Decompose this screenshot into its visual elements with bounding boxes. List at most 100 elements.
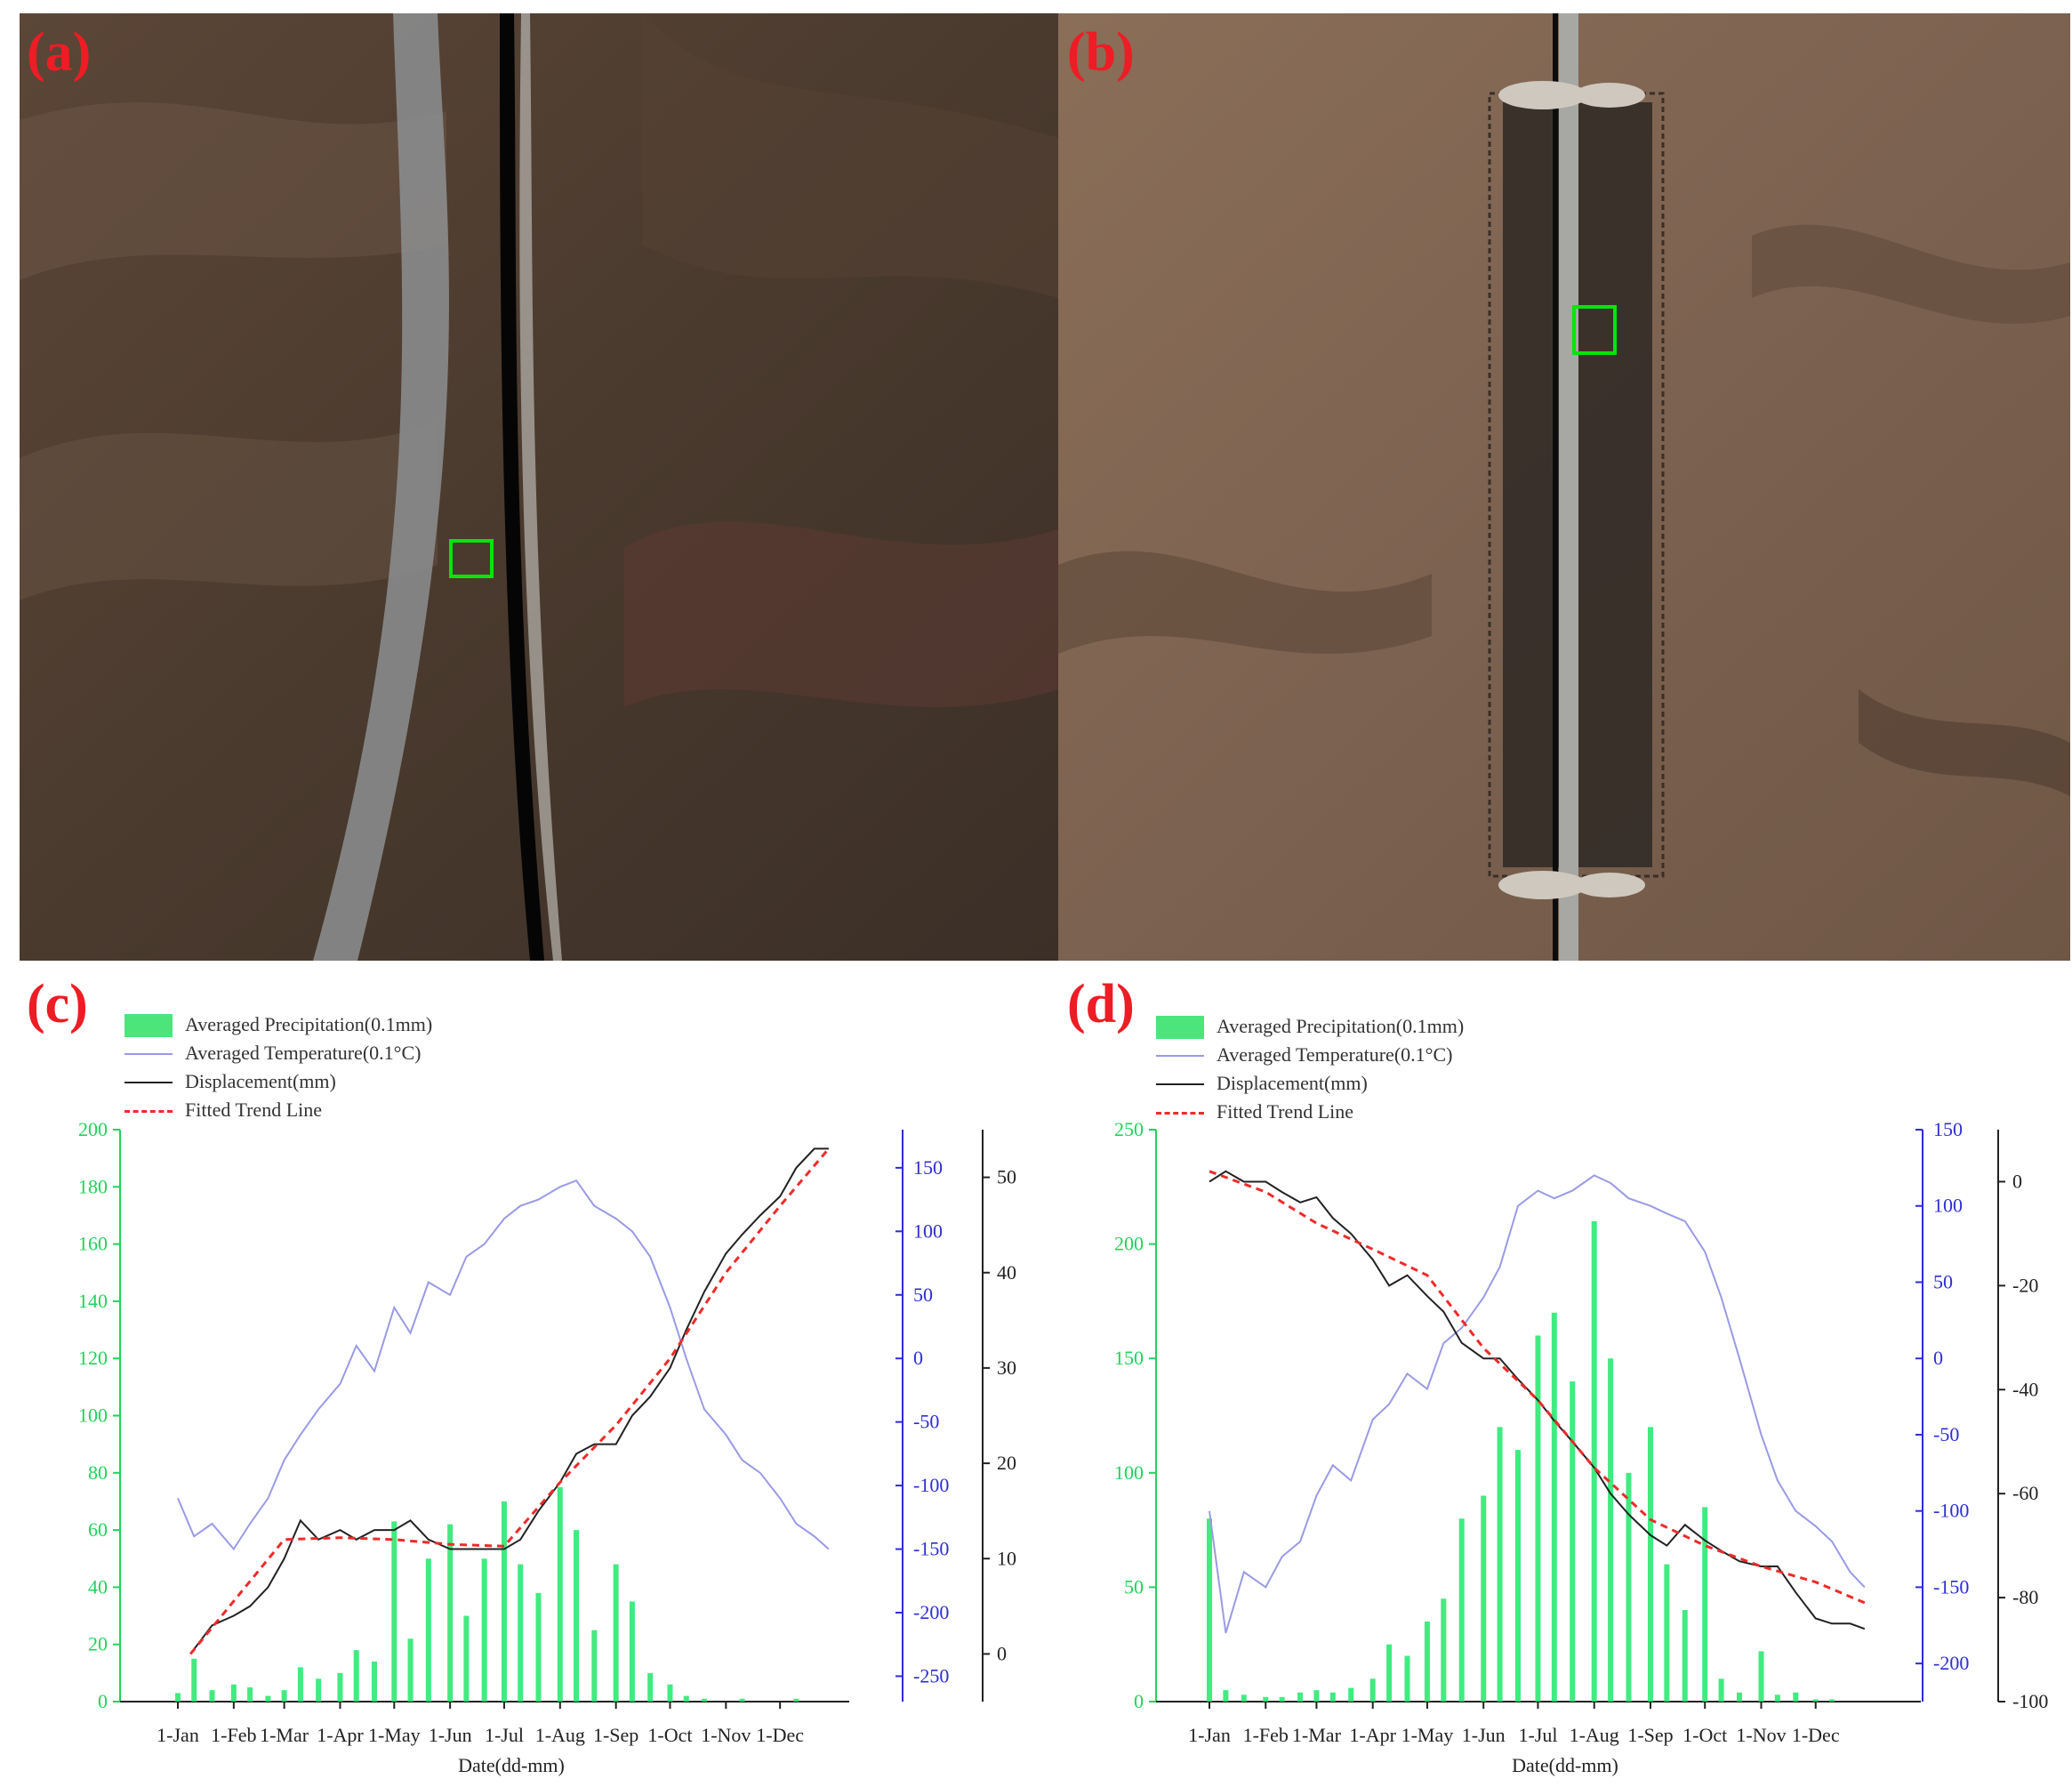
precipitation-bar [793,1698,799,1702]
precipitation-bar [353,1650,359,1702]
temp-tick-label: -50 [1933,1423,1959,1445]
precipitation-bar [281,1690,287,1702]
precipitation-bar [501,1501,507,1702]
x-tick-label: 1-Jul [1518,1724,1557,1746]
satellite-image-b-drawing [1058,13,2070,961]
x-tick-label: 1-Nov [701,1724,751,1746]
precipitation-bar [1223,1690,1229,1702]
precipitation-bar [463,1615,470,1702]
legend-item-temperature: Averaged Temperature(0.1°C) [124,1039,432,1067]
precip-tick-label: 40 [88,1575,108,1598]
precipitation-bar [337,1672,343,1702]
precipitation-bar [1514,1450,1521,1702]
precipitation-bar [1241,1694,1247,1702]
precipitation-bar [1737,1692,1742,1702]
x-tick-label: 1-Nov [1736,1724,1786,1746]
panel-label-d: (d) [1067,974,1135,1034]
temp-tick-label: -200 [913,1601,949,1623]
precip-tick-label: 60 [88,1518,108,1541]
temp-tick-label: 0 [1933,1347,1943,1369]
temp-tick-label: 150 [913,1156,943,1179]
precipitation-bar [1793,1692,1799,1702]
precip-tick-label: 20 [88,1633,108,1655]
selected-region-marker-b [1572,305,1617,355]
disp-tick-label: -100 [2012,1690,2048,1712]
x-tick-label: 1-Mar [260,1724,309,1746]
precipitation-bar [1647,1427,1653,1702]
precipitation-bar [316,1678,322,1702]
x-tick-label: 1-Dec [756,1724,804,1746]
precipitation-bar [1812,1699,1819,1702]
legend-item-trend: Fitted Trend Line [1156,1098,1464,1126]
legend-item-displacement: Displacement(mm) [1156,1069,1464,1098]
x-tick-label: 1-Jan [1188,1724,1231,1746]
temp-tick-label: -150 [913,1538,949,1560]
legend-item-displacement: Displacement(mm) [124,1067,432,1096]
precip-tick-label: 180 [78,1175,108,1197]
precipitation-bar [1570,1380,1576,1702]
x-axis-label: Date(dd-mm) [1512,1754,1618,1776]
x-tick-label: 1-May [368,1724,421,1746]
chart-c: 0 20 40 60 80 100 120 140 160 180 200 -250 -200 -150-… [0,1103,1032,1779]
x-tick-label: 1-Oct [647,1724,692,1746]
precipitation-bar [1626,1472,1632,1702]
precipitation-bar [1481,1495,1487,1702]
temp-tick-label: 100 [913,1220,943,1242]
disp-tick-label: 0 [2012,1170,2022,1192]
temp-tick-label: 50 [913,1284,933,1306]
precipitation-bar [1608,1358,1614,1702]
satellite-image-a-drawing [20,13,1058,961]
precipitation-bar [1386,1644,1393,1702]
precipitation-bar [1263,1696,1269,1702]
x-tick-label: 1-Sep [593,1724,638,1746]
precipitation-bar [647,1672,654,1702]
precip-tick-label: 0 [98,1690,108,1712]
precipitation-bar [247,1686,253,1702]
disp-tick-label: -40 [2012,1378,2038,1400]
displacement-line [189,1147,829,1655]
precipitation-bar [265,1695,271,1702]
x-tick-label: 1-Aug [1570,1724,1619,1746]
precipitation-bar [1279,1696,1285,1702]
precipitation-bar [702,1698,707,1702]
disp-tick-label: 0 [997,1642,1007,1664]
precipitation-bar [391,1521,398,1702]
precipitation-bar [230,1684,237,1702]
panel-label-c: (c) [27,974,88,1034]
precipitation-bar [1497,1427,1503,1702]
temp-tick-label: -250 [913,1664,949,1686]
chart-d-svg: 050100150200250-200-150-100-50050100150-… [1114,1118,2048,1776]
x-tick-label: 1-Apr [1349,1724,1396,1746]
disp-tick-label: -80 [2012,1586,2038,1608]
temp-tick-label: 50 [1933,1270,1953,1292]
precipitation-bar [1535,1335,1541,1702]
temp-tick-label: 150 [1933,1118,1963,1140]
selected-region-marker-a [449,539,494,578]
precip-tick-label: 200 [78,1118,108,1140]
precip-tick-label: 80 [88,1461,108,1484]
precipitation-bar [481,1558,487,1702]
x-tick-label: 1-Jul [485,1724,524,1746]
precip-tick-label: 160 [78,1233,108,1255]
precipitation-bar [629,1601,635,1702]
x-tick-label: 1-Feb [1243,1724,1289,1746]
precipitation-bar [557,1486,563,1702]
precipitation-bar [209,1690,215,1702]
x-tick-label: 1-Apr [317,1724,364,1746]
precipitation-bar [535,1592,542,1702]
x-tick-label: 1-May [1401,1724,1454,1746]
x-tick-label: 1-Aug [535,1724,585,1746]
x-tick-label: 1-Jan [157,1724,199,1746]
x-tick-label: 1-Jun [429,1724,472,1746]
precipitation-bar [191,1658,197,1702]
x-tick-label: 1-Dec [1792,1724,1840,1746]
chart-d: 0 50 100 150 200 250 -200 -150 -100 -50 0 50 100 150-… [1032,1103,2072,1779]
precip-tick-label: 0 [1134,1690,1144,1712]
panel-label-a: (a) [27,22,92,83]
disp-tick-label: 30 [997,1356,1016,1379]
precipitation-bar [1441,1598,1447,1702]
precipitation-bar [1664,1564,1670,1702]
legend-c: Averaged Precipitation(0.1mm) Averaged T… [124,1010,432,1124]
precip-tick-label: 150 [1114,1347,1144,1369]
temp-tick-label: 0 [913,1347,923,1369]
